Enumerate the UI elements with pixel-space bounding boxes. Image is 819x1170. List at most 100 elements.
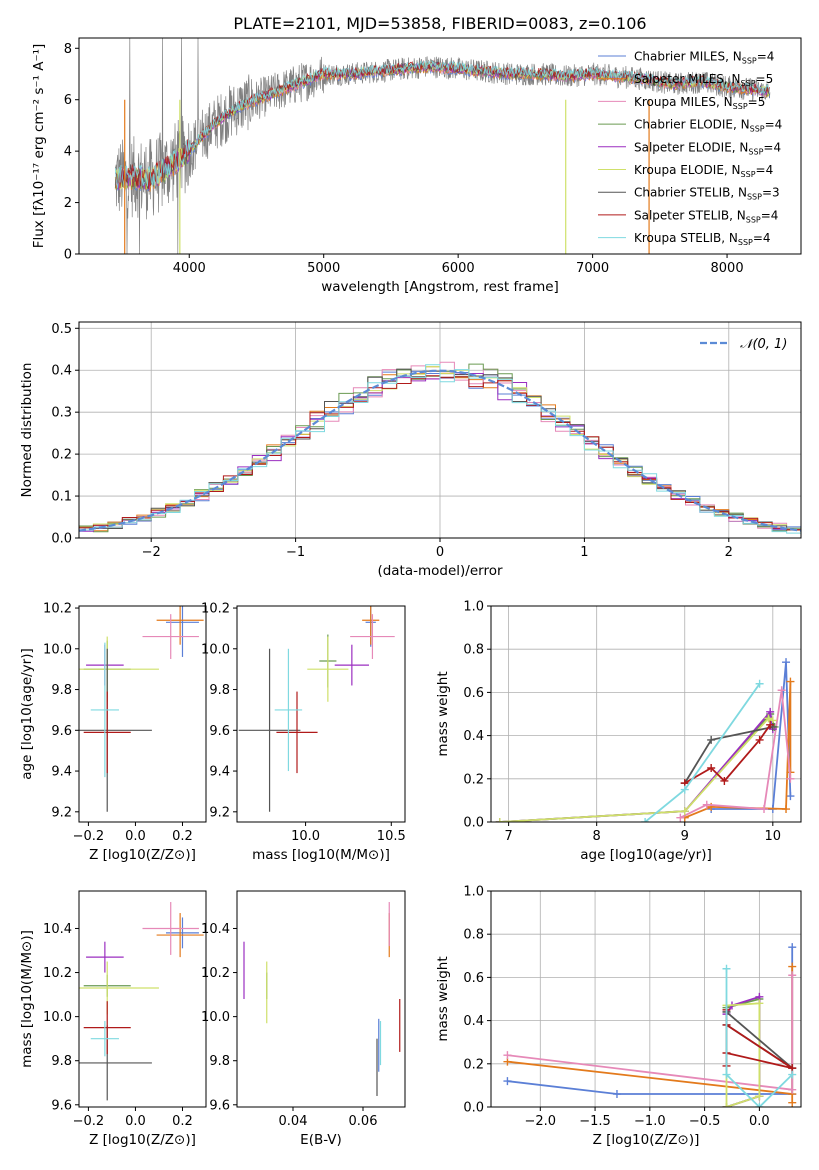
- x-tick-label: 10.0: [291, 829, 320, 844]
- mass-weight-marker: [788, 971, 797, 980]
- mass-weight-marker: [755, 679, 764, 688]
- mass-weight-marker: [495, 818, 504, 822]
- y-tick-label: 9.8: [209, 683, 230, 698]
- mass-weight-marker: [755, 735, 764, 744]
- mass-weight-marker: [722, 1103, 731, 1107]
- x-tick-label: −2.0: [525, 1114, 557, 1129]
- mass-vs-metallicity-panel: −0.2 0.0 0.2 9.6 9.8 10.0 10.2 10.4 Z [log10(Z/Z…: [19, 890, 207, 1148]
- mass-weight-marker: [680, 807, 689, 816]
- mass-weight-marker: [788, 1098, 797, 1107]
- mass-weight-marker: [722, 1070, 731, 1079]
- mass-weight-vs-metallicity-panel: −2.0 −1.5 −1.0 −0.5 0.0 0.0 0.2 0.4 0.6 0.8 1.0 Z […: [435, 885, 802, 1148]
- x-axis-label: Z [log10(Z/Z⊙)]: [89, 1132, 196, 1148]
- y-tick-label: 0.2: [463, 1057, 484, 1072]
- spectrum-panel: 4000 5000 6000 7000 8000 0 2 4 6 8 wavelength [Ang…: [31, 37, 802, 295]
- x-axis-label: Z [log10(Z/Z⊙)]: [593, 1132, 700, 1148]
- y-tick-label: 9.6: [209, 1098, 230, 1113]
- mass-weight-line: [499, 717, 774, 822]
- x-tick-label: 4000: [173, 261, 206, 276]
- y-tick-label: 1.0: [463, 600, 484, 615]
- y-tick-label: 10.0: [201, 642, 230, 657]
- mass-weight-marker: [720, 776, 729, 785]
- legend-label: Salpeter STELIB, NSSP=4: [634, 208, 778, 224]
- x-tick-label: −0.2: [73, 1114, 105, 1129]
- mass-weight-marker: [612, 1090, 621, 1099]
- y-tick-label: 0.4: [463, 1014, 484, 1029]
- y-tick-label: 10.0: [43, 1010, 72, 1025]
- y-axis-label: Normed distribution: [19, 363, 35, 498]
- legend-label: Chabrier STELIB, NSSP=3: [634, 186, 780, 202]
- mass-weight-marker: [676, 813, 685, 822]
- y-tick-label: 2: [64, 196, 72, 211]
- y-axis-label: mass [log10(M/M⊙)]: [19, 930, 35, 1068]
- x-tick-label: 8000: [711, 261, 744, 276]
- age-vs-metallicity-panel: −0.2 0.0 0.2 9.2 9.4 9.6 9.8 10.0 10.2 Z [log10(Z…: [19, 602, 207, 863]
- y-axis-label: Flux [fλ10⁻¹⁷ erg cm⁻² s⁻¹ A⁻¹]: [31, 44, 47, 249]
- y-tick-label: 0.1: [51, 490, 72, 505]
- y-tick-label: 9.6: [51, 1098, 72, 1113]
- mass-weight-marker: [786, 677, 795, 686]
- mass-weight-marker: [760, 805, 769, 814]
- y-axis-label: age [log10(age/yr)]: [19, 648, 35, 780]
- x-tick-label: 2: [725, 545, 733, 560]
- y-tick-label: 0.2: [463, 772, 484, 787]
- spectrum-legend: Chabrier MILES, NSSP=4 Salpeter MILES, NS…: [598, 50, 782, 247]
- x-tick-label: 5000: [307, 261, 340, 276]
- y-tick-label: 0.8: [463, 928, 484, 943]
- x-tick-label: 1: [580, 545, 588, 560]
- y-tick-label: 9.2: [51, 805, 72, 820]
- y-tick-label: 10.4: [43, 922, 72, 937]
- legend-label: 𝒩(0, 1): [740, 337, 787, 352]
- mass-weight-vs-age-panel: 7 8 9 10 0.0 0.2 0.4 0.6 0.8 1.0 age [log10(age/yr…: [435, 600, 802, 863]
- mass-vs-ebv-panel: 0.04 0.06 9.6 9.8 10.0 10.2 10.4 E(B-V): [201, 890, 406, 1148]
- x-tick-label: 0.04: [279, 1114, 308, 1129]
- legend-label: Chabrier ELODIE, NSSP=4: [634, 118, 782, 134]
- y-tick-label: 9.8: [51, 683, 72, 698]
- mass-weight-marker: [503, 1051, 512, 1060]
- y-tick-label: 0.6: [463, 971, 484, 986]
- legend-label: Kroupa STELIB, NSSP=4: [634, 231, 771, 247]
- x-tick-label: 0.2: [172, 1114, 193, 1129]
- y-tick-label: 0.4: [51, 364, 72, 379]
- y-tick-label: 0.0: [463, 1101, 484, 1116]
- legend-label: Chabrier MILES, NSSP=4: [634, 50, 774, 66]
- mass-weight-marker: [755, 1103, 764, 1107]
- y-tick-label: 0: [64, 248, 72, 263]
- y-tick-label: 10.4: [201, 922, 230, 937]
- mass-weight-marker: [722, 964, 731, 973]
- y-tick-label: 9.6: [209, 724, 230, 739]
- y-tick-label: 0.8: [463, 643, 484, 658]
- x-tick-label: 10.5: [377, 829, 406, 844]
- mass-weight-marker: [788, 962, 797, 971]
- mass-weight-marker: [680, 785, 689, 794]
- x-tick-label: −0.2: [73, 829, 105, 844]
- x-axis-label: Z [log10(Z/Z⊙)]: [89, 847, 196, 863]
- x-tick-label: 0.0: [749, 1114, 770, 1129]
- legend-label: Kroupa ELODIE, NSSP=4: [634, 163, 773, 179]
- y-tick-label: 10.0: [201, 1010, 230, 1025]
- y-tick-label: 9.4: [51, 765, 72, 780]
- x-axis-label: age [log10(age/yr)]: [580, 847, 712, 863]
- mass-weight-marker: [777, 686, 786, 695]
- x-tick-label: −2: [142, 545, 161, 560]
- mass-weight-marker: [788, 943, 797, 952]
- y-tick-label: 10.2: [43, 966, 72, 981]
- x-tick-label: 6000: [442, 261, 475, 276]
- mass-weight-marker: [641, 818, 650, 822]
- x-tick-label: 9: [681, 829, 689, 844]
- y-tick-label: 9.4: [209, 765, 230, 780]
- residual-histogram-panel: −2 −1 0 1 2 0.0 0.1 0.2 0.3 0.4 0.5 (data-model)/er…: [19, 321, 802, 579]
- mass-weight-marker: [755, 1092, 764, 1101]
- y-tick-label: 0.5: [51, 322, 72, 337]
- x-tick-label: 8: [593, 829, 601, 844]
- y-axis-label: mass weight: [435, 671, 451, 756]
- x-tick-label: −1: [286, 545, 305, 560]
- y-tick-label: 9.2: [209, 805, 230, 820]
- x-tick-label: 7000: [576, 261, 609, 276]
- y-tick-label: 6: [64, 93, 72, 108]
- x-tick-label: −0.5: [689, 1114, 721, 1129]
- normal-curve-line: [79, 369, 801, 532]
- y-tick-label: 9.8: [209, 1054, 230, 1069]
- residual-legend: 𝒩(0, 1): [700, 337, 787, 352]
- x-tick-label: 7: [504, 829, 512, 844]
